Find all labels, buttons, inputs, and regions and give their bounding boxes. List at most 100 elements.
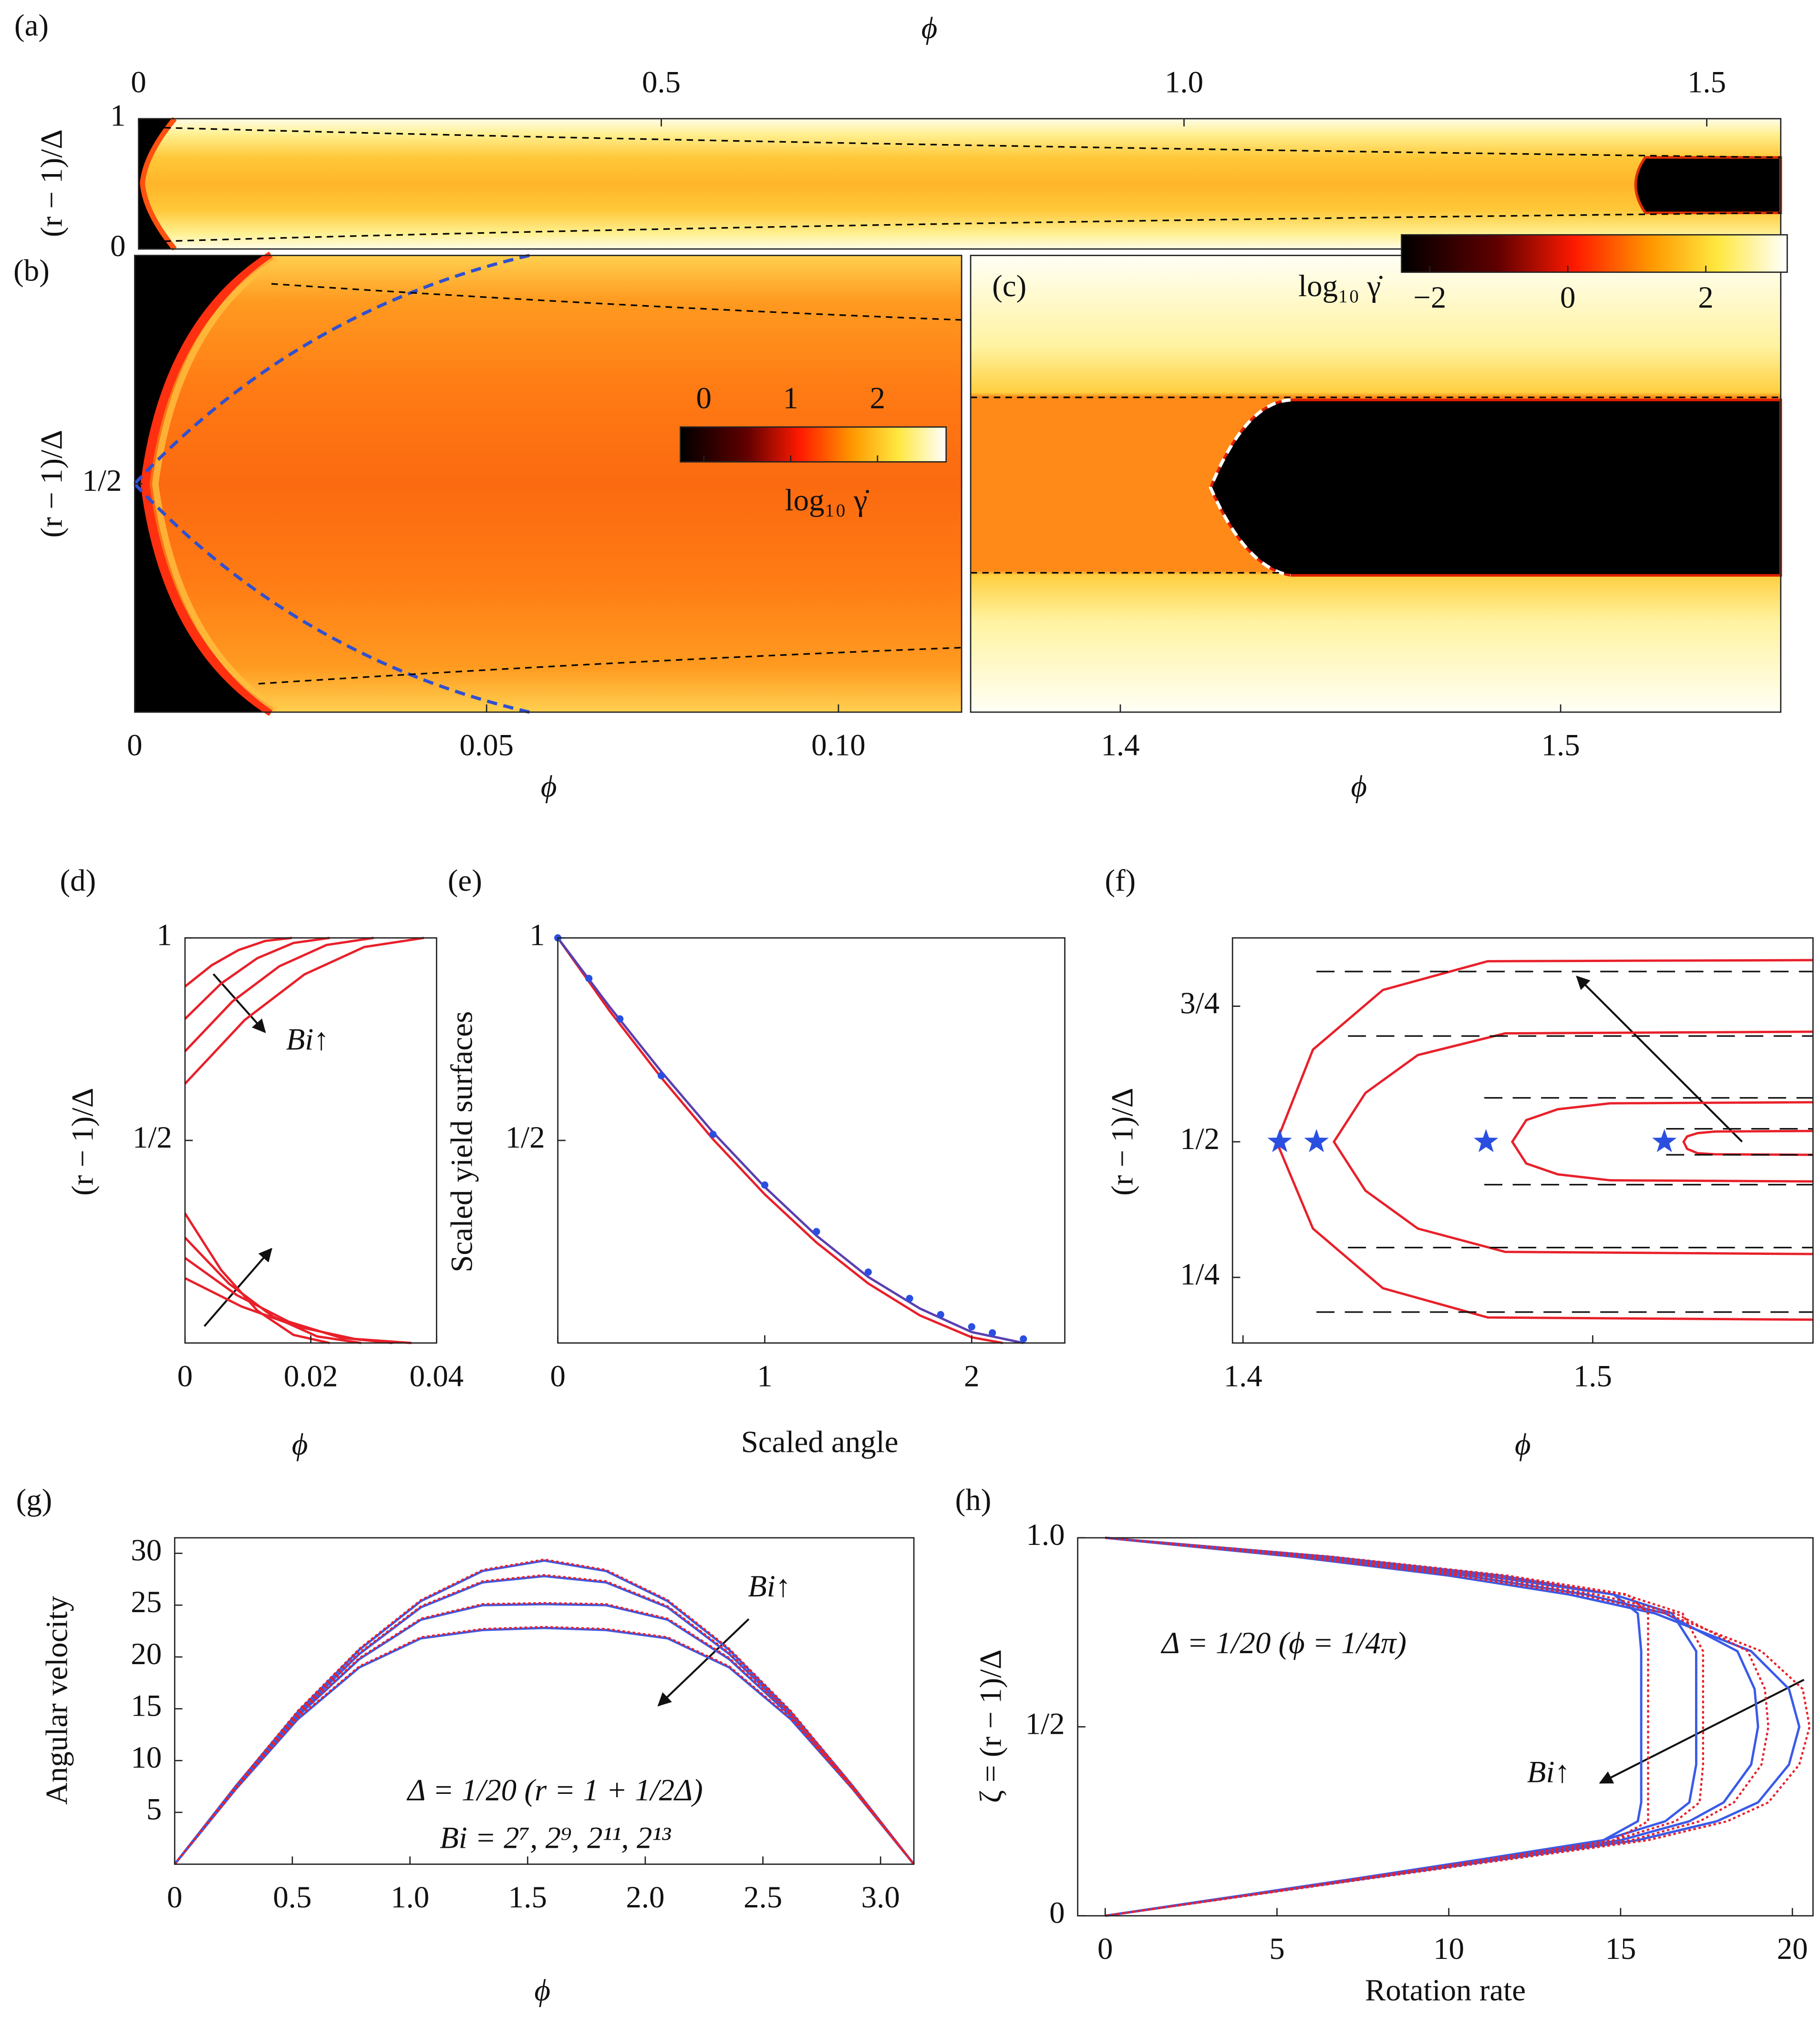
x-tick-label: 0.5	[273, 1880, 311, 1915]
curve	[1105, 1536, 1769, 1917]
curve	[184, 936, 424, 1085]
panel: 0 0.02 0.04 1/2 1 (d) ϕ (r − 1)/Δ Bi↑	[60, 864, 464, 1462]
panel-label: (c)	[992, 269, 1026, 303]
curve	[174, 1626, 915, 1865]
panel: 0 1 2 1/2 1 (e) Scaled angle Scaled yield surfa…	[445, 864, 1065, 1459]
x-tick-label: 0.10	[811, 728, 866, 763]
panel-label: (d)	[60, 864, 96, 898]
y-axis-label: Scaled yield surfaces	[445, 1011, 479, 1273]
x-axis-label: Scaled angle	[741, 1425, 899, 1459]
x-tick-label: 2	[964, 1359, 979, 1393]
x-tick-label: 0	[177, 1359, 193, 1393]
panel: 0 0.05 0.10 1/2 (b) ϕ (r − 1)/Δ 0 1 2 log₁₀ γ̇	[13, 253, 962, 804]
x-tick-label: 1.0	[391, 1880, 429, 1915]
x-tick-label: 20	[1777, 1932, 1808, 1966]
x-tick-label: 2.5	[744, 1880, 782, 1915]
data-point	[761, 1181, 769, 1189]
data-point	[864, 1268, 872, 1276]
curve	[184, 1277, 412, 1345]
x-tick-label: 5	[1269, 1932, 1284, 1966]
x-tick-label: 3.0	[861, 1880, 900, 1915]
data-point	[937, 1311, 944, 1318]
curve	[184, 936, 292, 988]
x-tick-label: 0	[131, 65, 146, 99]
x-tick-label: 1.4	[1224, 1359, 1262, 1393]
colorbar	[1401, 234, 1788, 273]
panel: 0 5 10 15 20 0 1/2 1.0 (h) Rotation rate ζ = (r − …	[955, 1483, 1814, 2008]
y-tick-label: 5	[146, 1792, 162, 1827]
curve	[174, 1559, 915, 1865]
curve	[1105, 1536, 1801, 1917]
data-point	[616, 1015, 624, 1023]
y-tick-label: 1.0	[1026, 1518, 1065, 1552]
y-axis-label: (r − 1)/Δ	[66, 1088, 100, 1196]
curve	[184, 936, 374, 1052]
curve	[1682, 1129, 1813, 1156]
colorbar	[680, 426, 947, 463]
y-tick-label: 25	[131, 1585, 162, 1619]
y-tick-label: 1/2	[82, 464, 122, 498]
x-axis-label: ϕ	[541, 769, 557, 804]
x-tick-label: 0	[167, 1880, 182, 1915]
y-tick-label: 15	[131, 1688, 162, 1723]
x-tick-label: 1.5	[508, 1880, 547, 1915]
star	[1267, 1129, 1292, 1152]
data-point	[1020, 1335, 1027, 1343]
y-tick-label: 1/2	[1025, 1707, 1065, 1741]
x-axis-label: ϕ	[534, 1973, 550, 2008]
colorbar-tick-label: 1	[783, 381, 798, 415]
x-tick-label: 15	[1605, 1932, 1636, 1966]
data-point	[813, 1228, 820, 1235]
y-tick-label: 30	[131, 1533, 162, 1568]
data-point	[585, 974, 593, 982]
plot-frame	[557, 937, 1065, 1344]
x-axis-label: ϕ	[921, 11, 938, 45]
x-tick-label: 1.5	[1687, 65, 1726, 99]
curve	[174, 1602, 915, 1865]
x-tick-label: 1.5	[1573, 1359, 1612, 1393]
curve	[174, 1574, 915, 1865]
panel: 1.4 1.5 1/4 1/2 3/4 (f) ϕ (r − 1)/Δ	[1105, 864, 1814, 1462]
x-tick-label: 0	[1097, 1932, 1113, 1966]
x-tick-label: 1.5	[1541, 728, 1580, 763]
curve	[1105, 1536, 1649, 1917]
curve	[1105, 1536, 1697, 1917]
panel-label: (f)	[1105, 864, 1136, 898]
curve	[174, 1626, 915, 1865]
plot-frame	[184, 937, 437, 1344]
panel: 0 0.5 1.0 1.5 2.0 2.5 3.0 5 10 15 20 25 30 (g) ϕ Angula…	[16, 1483, 915, 2008]
annotation: Bi↑	[286, 1022, 329, 1056]
panel-label: (g)	[16, 1483, 52, 1517]
x-tick-label: 0.5	[642, 65, 681, 99]
data-point	[657, 1072, 665, 1079]
curve	[1105, 1536, 1759, 1917]
star	[1304, 1129, 1329, 1152]
star	[1473, 1129, 1499, 1152]
curve	[184, 1212, 330, 1345]
x-tick-label: 1	[757, 1359, 772, 1393]
y-tick-label: 1	[529, 918, 545, 952]
star	[1652, 1129, 1677, 1152]
colorbar-label: log₁₀ γ̇	[1298, 269, 1383, 303]
y-tick-label: 1/2	[133, 1120, 172, 1155]
y-tick-label: 10	[131, 1740, 162, 1775]
data-point	[906, 1294, 913, 1302]
y-axis-label: (r − 1)/Δ	[35, 129, 69, 237]
y-axis-label: (r − 1)/Δ	[1106, 1088, 1140, 1196]
curve	[1332, 1030, 1813, 1255]
data-point	[709, 1130, 717, 1138]
curve	[184, 936, 330, 1020]
colorbar-tick-label: −2	[1413, 280, 1446, 315]
plot-frame	[174, 1537, 915, 1865]
curve	[1105, 1536, 1643, 1917]
annotation: Bi↑	[748, 1569, 791, 1604]
heatmap-b	[133, 251, 962, 716]
x-tick-label: 0	[127, 728, 142, 763]
heatmap-c	[971, 255, 1782, 713]
x-axis-label: ϕ	[292, 1428, 308, 1462]
panel-label: (e)	[448, 864, 482, 898]
x-tick-label: 2.0	[626, 1880, 664, 1915]
x-axis-label: ϕ	[1351, 769, 1367, 804]
x-tick-label: 0.04	[410, 1359, 464, 1393]
